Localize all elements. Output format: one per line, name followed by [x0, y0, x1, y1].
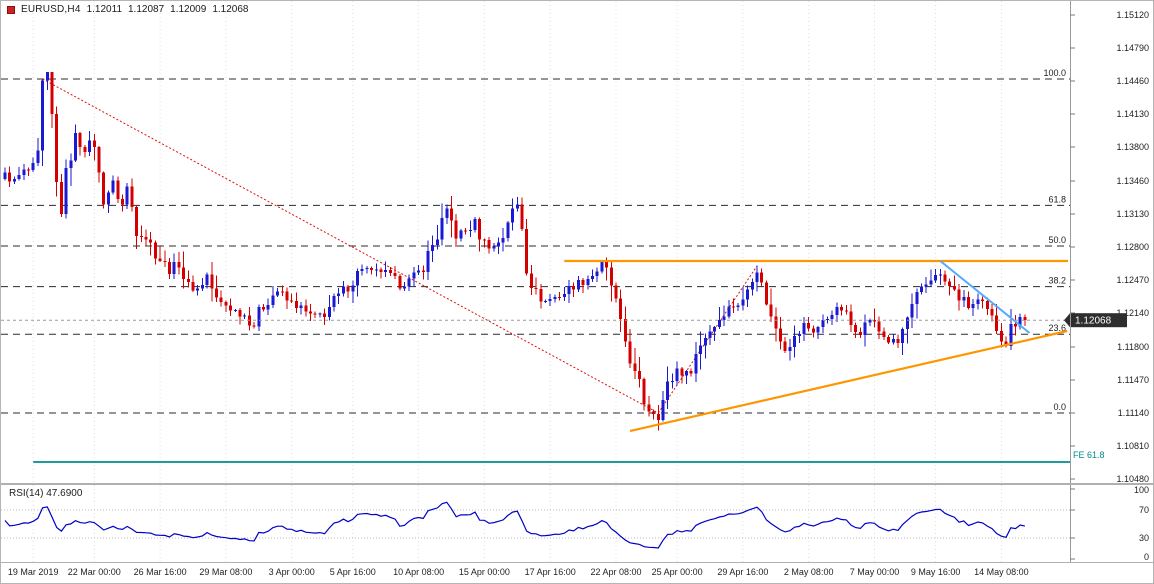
price-axis-label: 1.10810	[1116, 441, 1149, 451]
vertical-gridlines	[32, 1, 1002, 482]
time-label: 29 Apr 16:00	[717, 567, 769, 577]
swing-trendlines[interactable]	[42, 78, 758, 414]
price-axis[interactable]: 1.15120 1.14790 1.14460 1.14130 1.13800 1.134…	[1070, 1, 1149, 483]
fib-level-label: 0.0	[1053, 402, 1066, 412]
fib-level-label: 23.6	[1048, 323, 1066, 333]
time-label: 22 Apr 08:00	[590, 567, 642, 577]
fe-level-label: FE 61.8	[1073, 450, 1105, 460]
fib-level-label: 61.8	[1048, 194, 1066, 204]
fib-level-label: 38.2	[1048, 276, 1066, 286]
time-label: 22 Mar 00:00	[67, 567, 121, 577]
price-axis-label: 1.14130	[1116, 109, 1149, 119]
price-axis-label: 1.13800	[1116, 142, 1149, 152]
fibonacci-levels[interactable]: 100.0 61.8 50.0 38.2 23.6 0.0	[1, 68, 1070, 414]
price-axis-label: 1.14790	[1116, 43, 1149, 53]
time-label: 26 Mar 16:00	[133, 567, 187, 577]
price-axis-label: 1.15120	[1116, 10, 1149, 20]
pattern-trendlines[interactable]	[564, 259, 1068, 433]
time-label: 15 Apr 00:00	[458, 567, 510, 577]
price-axis-label: 1.10480	[1116, 474, 1149, 483]
price-axis-label: 1.13460	[1116, 176, 1149, 186]
price-axis-label: 1.11800	[1117, 342, 1149, 352]
price-axis-label: 1.12800	[1116, 242, 1149, 252]
time-label: 14 May 08:00	[974, 567, 1029, 577]
rsi-axis[interactable]: 100 70 30 0	[1070, 485, 1149, 562]
rsi-line	[4, 501, 1026, 549]
time-label: 3 Apr 00:00	[268, 567, 315, 577]
price-axis-label: 1.13130	[1116, 209, 1149, 219]
price-chart-canvas[interactable]: 100.061.850.038.223.60.0FE 61.81.151201.…	[1, 1, 1153, 483]
time-label: 17 Apr 16:00	[524, 567, 576, 577]
time-label: 7 May 00:00	[849, 567, 900, 577]
rsi-panel[interactable]: 100 70 30 0 RSI(14) 47.6900	[1, 483, 1153, 562]
time-label: 25 Apr 00:00	[651, 567, 703, 577]
time-label: 9 May 16:00	[910, 567, 961, 577]
rsi-vertical-gridlines	[32, 485, 1002, 562]
rsi-scale-label: 100	[1134, 485, 1149, 495]
rsi-scale-label: 0	[1144, 552, 1149, 562]
fib-level-label: 100.0	[1043, 68, 1066, 78]
fib-level-label: 50.0	[1048, 235, 1066, 245]
current-price-badge: 1.12068	[1064, 313, 1127, 328]
rsi-scale-label: 70	[1139, 505, 1149, 515]
price-axis-label: 1.14460	[1116, 76, 1149, 86]
main-chart-panel[interactable]: 100.0 61.8 50.0 38.2 23.6 0.0 FE 61.8 1.15120 1.…	[1, 1, 1153, 483]
price-axis-label: 1.11140	[1118, 408, 1149, 418]
time-label: 19 Mar 2019	[7, 567, 59, 577]
svg-text:1.12068: 1.12068	[1075, 316, 1112, 327]
time-label: 5 Apr 16:00	[329, 567, 376, 577]
rsi-scale-label: 30	[1139, 533, 1149, 543]
price-axis-label: 1.11470	[1117, 375, 1149, 385]
rsi-levels	[1, 509, 1070, 539]
time-label: 2 May 08:00	[783, 567, 834, 577]
time-axis[interactable]: 19 Mar 2019 22 Mar 00:00 26 Mar 16:00 29 Ma…	[1, 562, 1153, 583]
price-axis-label: 1.12140	[1116, 308, 1149, 318]
time-label: 10 Apr 08:00	[393, 567, 445, 577]
candlesticks	[3, 71, 1027, 431]
fe-expansion-line[interactable]: FE 61.8	[33, 450, 1105, 463]
time-label: 29 Mar 08:00	[199, 567, 253, 577]
rsi-canvas[interactable]: 100 70 30 0	[1, 485, 1153, 562]
price-axis-label: 1.12470	[1116, 275, 1149, 285]
